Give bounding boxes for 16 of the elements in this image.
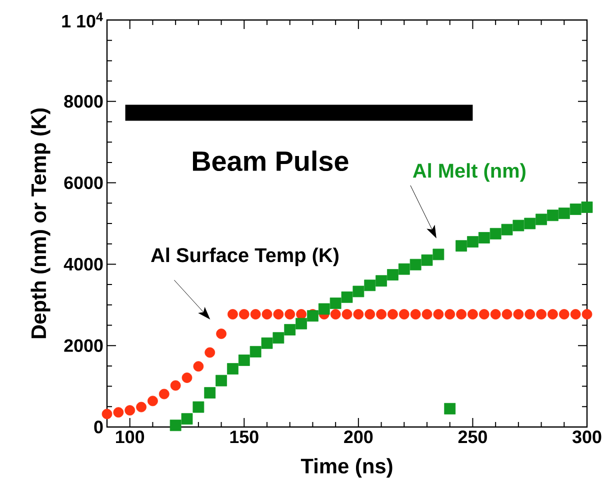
x-tick-label: 150 xyxy=(230,430,258,444)
series-label: Al Melt (nm) xyxy=(412,163,526,182)
x-axis-title: Time (ns) xyxy=(300,458,392,478)
x-tick-label: 100 xyxy=(116,430,144,444)
y-axis-title: Depth (nm) or Temp (K) xyxy=(30,108,50,338)
y-tick-label: 1 10$^{4}$ xyxy=(62,12,103,28)
y-tick-label: 6000 xyxy=(64,176,103,190)
x-tick-label: 250 xyxy=(458,430,487,444)
y-tick-label: 0 xyxy=(94,420,103,434)
annotation: Beam Pulse xyxy=(192,150,348,172)
y-tick-label: 8000 xyxy=(64,95,103,108)
annotation: Al Surface Temp (K) xyxy=(151,248,338,266)
y-tick-label: 4000 xyxy=(64,258,103,271)
x-tick-label: 300 xyxy=(572,430,602,444)
y-tick-label: 2000 xyxy=(64,339,103,352)
x-tick-label: 200 xyxy=(344,430,373,444)
